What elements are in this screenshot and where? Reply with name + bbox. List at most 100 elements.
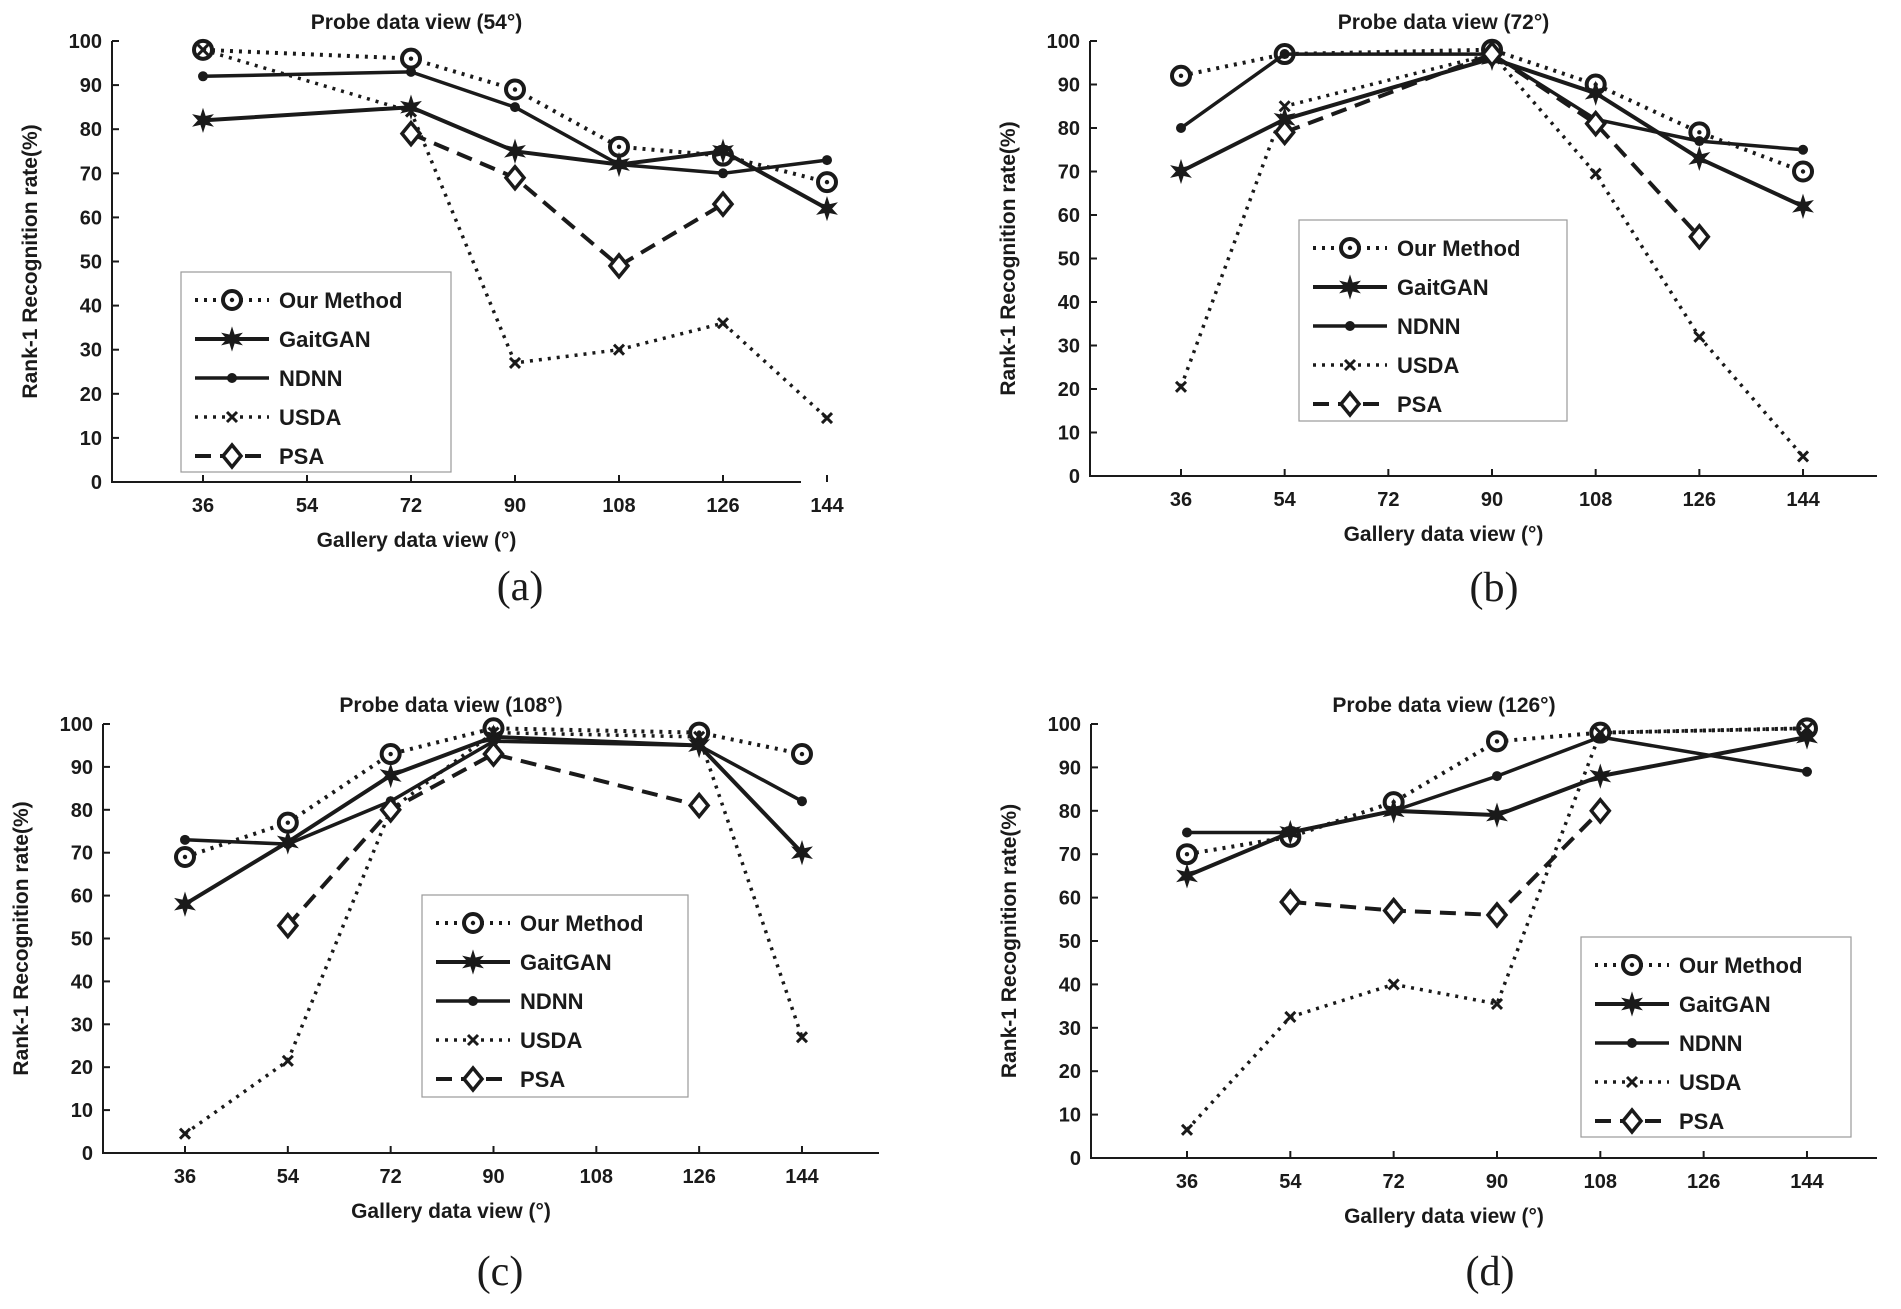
data-point-our-method-36 (174, 845, 196, 868)
data-point-our-method-36-center (1178, 73, 1184, 79)
data-point-our-method-144-center (799, 751, 805, 757)
series-line-psa (1283, 52, 1701, 239)
data-point-gaitgan-144 (816, 195, 838, 222)
chart-title: Probe data view (54°) (311, 11, 522, 34)
series-line-usda (1185, 726, 1808, 1131)
data-point-ndnn-54 (282, 839, 293, 850)
x-tick-label: 72 (380, 1166, 402, 1188)
y-axis-label: Rank-1 Recognition rate(%) (997, 121, 1020, 395)
data-point-our-method-144 (790, 743, 813, 766)
data-point-usda-144 (795, 1031, 809, 1044)
data-point-usda-108 (1589, 167, 1602, 180)
series-line-gaitgan (1186, 735, 1808, 878)
data-point-our-method-36 (1176, 843, 1198, 866)
x-tick-label: 36 (192, 495, 214, 517)
series-line-psa (286, 752, 700, 927)
y-tick-label: 20 (71, 1057, 93, 1079)
x-tick-label: 36 (1170, 489, 1192, 511)
data-point-gaitgan-108 (1584, 80, 1607, 106)
data-point-our-method-36-center (182, 854, 188, 860)
series-psa (1273, 40, 1711, 251)
data-point-ndnn-54 (1285, 827, 1296, 838)
data-point-psa-90 (503, 163, 527, 192)
legend-label-usda: USDA (279, 405, 341, 430)
x-tick-label: 90 (1486, 1171, 1508, 1193)
data-point-usda-126 (1693, 330, 1706, 343)
data-point-ndnn-108 (614, 159, 624, 170)
data-point-gaitgan-126 (1688, 145, 1711, 172)
y-tick-label: 10 (71, 1100, 93, 1122)
y-tick-label: 10 (80, 428, 102, 450)
data-point-usda-90 (487, 726, 500, 739)
series-psa (1279, 797, 1612, 929)
panel-d: 0 10 20 30 40 50 60 70 80 90 100 36 54 72 90 108 126 144 P… (998, 694, 1877, 1295)
legend-marker-gaitgan (462, 949, 484, 975)
y-tick-label: 100 (69, 31, 102, 53)
legend-label-ndnn: NDNN (520, 989, 584, 1014)
data-point-psa-54 (276, 911, 300, 940)
legend-marker-psa (1338, 390, 1362, 418)
series-gaitgan (1170, 45, 1814, 219)
legend-marker-ndnn (1627, 1038, 1637, 1048)
series-line-psa (1290, 809, 1602, 917)
y-tick-label: 60 (71, 886, 93, 908)
data-point-our-method-54-center (285, 820, 291, 825)
data-point-our-method-144 (816, 171, 838, 194)
x-tick-label: 144 (810, 495, 844, 517)
legend-marker-gaitgan (221, 326, 243, 352)
series-line-ndnn (202, 70, 828, 176)
legend-marker-ndnn (1345, 321, 1355, 331)
x-tick-label: 108 (1579, 489, 1612, 511)
x-tick-label: 72 (1383, 1171, 1405, 1193)
legend-label-our-method: Our Method (1397, 236, 1520, 261)
data-point-usda-36 (1180, 1123, 1194, 1136)
data-point-our-method-36 (1170, 64, 1192, 87)
data-point-psa-54 (1279, 888, 1302, 916)
legend-marker-our-method-center (470, 920, 476, 926)
x-axis-label: Gallery data view (°) (351, 1200, 551, 1223)
legend-marker-usda (466, 1033, 480, 1047)
x-tick-label: 90 (482, 1166, 504, 1188)
legend-label-our-method: Our Method (1679, 953, 1802, 978)
y-tick-label: 50 (71, 929, 93, 951)
data-point-our-method-36-center (1184, 852, 1190, 857)
y-tick-label: 30 (1058, 336, 1080, 358)
x-tick-label: 90 (504, 495, 526, 517)
chart-title: Probe data view (108°) (339, 694, 562, 717)
data-point-usda-108 (1594, 726, 1607, 739)
data-point-gaitgan-90 (504, 138, 526, 164)
data-point-ndnn-90 (510, 102, 520, 113)
panel-caption: (b) (1470, 565, 1519, 611)
data-point-ndnn-90 (1491, 771, 1502, 782)
data-point-psa-108 (1584, 109, 1607, 138)
data-point-our-method-126-center (1697, 130, 1702, 135)
chart-title: Probe data view (72°) (1338, 11, 1549, 34)
data-point-our-method-90 (504, 78, 526, 101)
data-point-our-method-126 (688, 721, 711, 744)
data-point-usda-144 (1800, 722, 1814, 735)
legend-marker-our-method (1621, 954, 1643, 976)
legend-marker-gaitgan (1621, 991, 1643, 1017)
data-point-usda-54 (1284, 1010, 1297, 1024)
y-tick-label: 30 (1059, 1018, 1081, 1040)
legend-label-ndnn: NDNN (279, 366, 343, 391)
data-point-usda-144 (820, 411, 834, 425)
data-point-ndnn-36 (1182, 827, 1192, 838)
y-tick-label: 10 (1058, 423, 1080, 445)
x-tick-label: 36 (174, 1166, 196, 1188)
x-axis-label: Gallery data view (°) (1344, 523, 1544, 546)
panel-caption: (d) (1466, 1249, 1515, 1295)
legend-label-gaitgan: GaitGAN (1679, 992, 1771, 1017)
data-point-our-method-144-center (1800, 169, 1806, 174)
y-tick-label: 20 (1058, 379, 1080, 401)
series-line-usda (183, 730, 804, 1136)
x-tick-label: 72 (400, 495, 422, 517)
data-point-our-method-72 (379, 743, 402, 766)
data-point-gaitgan-36 (192, 107, 214, 134)
legend-label-psa: PSA (520, 1067, 565, 1092)
data-point-psa-72 (379, 796, 402, 824)
legend-label-usda: USDA (1679, 1070, 1741, 1095)
y-tick-label: 50 (1059, 931, 1081, 953)
series-line-gaitgan (1180, 56, 1804, 209)
data-point-ndnn-36 (180, 834, 190, 845)
